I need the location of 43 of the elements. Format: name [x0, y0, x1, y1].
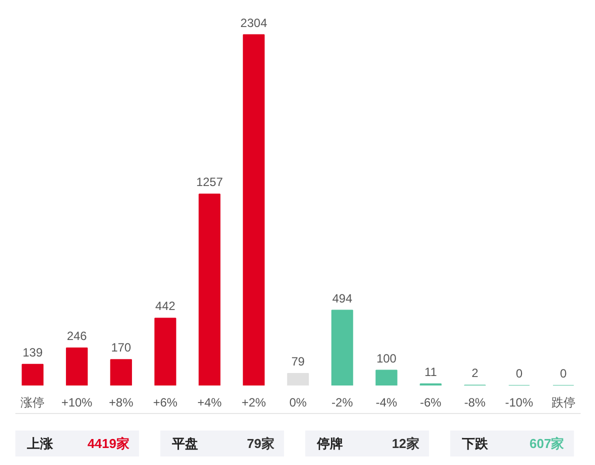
- data-label: 11: [424, 364, 438, 379]
- text: 4419家: [87, 436, 130, 451]
- data-label: 79: [291, 354, 305, 368]
- x-tick-label: 涨停: [20, 396, 45, 410]
- x-tick-label: -10%: [505, 396, 534, 410]
- data-label: 2: [472, 366, 479, 380]
- bar: [110, 359, 132, 386]
- data-label: 2304: [240, 16, 268, 30]
- x-tick-label: +2%: [242, 396, 266, 410]
- text: 607家: [530, 436, 564, 451]
- x-tick-label: -6%: [420, 396, 442, 410]
- x-tick-label: +4%: [197, 396, 222, 410]
- x-tick-label: 0%: [289, 396, 307, 410]
- data-label: 442: [155, 299, 176, 314]
- bar: [22, 364, 44, 386]
- x-tick-label: +10%: [61, 396, 93, 410]
- x-tick-label: -4%: [376, 396, 398, 410]
- bar: [242, 34, 265, 386]
- data-label: 494: [332, 291, 353, 306]
- data-label: 170: [111, 340, 132, 355]
- x-tick-label: +8%: [108, 396, 134, 410]
- x-tick-label: +6%: [153, 396, 178, 410]
- data-label: 100: [376, 351, 397, 366]
- x-tick-label: -2%: [332, 396, 354, 410]
- bar: [154, 318, 176, 386]
- text: 79家: [246, 436, 274, 451]
- bar: [287, 372, 309, 386]
- bar: [331, 310, 354, 386]
- data-label: 0: [560, 366, 568, 380]
- bar: [376, 370, 398, 386]
- text: 停牌: [316, 436, 343, 451]
- data-label: 246: [66, 329, 88, 344]
- x-tick-label: 跌停: [551, 396, 576, 410]
- bar: [198, 194, 220, 386]
- text: 上涨: [26, 436, 54, 451]
- text: 下跌: [460, 436, 489, 451]
- text: 12家: [392, 436, 420, 451]
- bar: [66, 348, 88, 386]
- x-tick-label: -8%: [464, 396, 486, 410]
- data-label: 139: [22, 345, 43, 360]
- text: 平盘: [170, 436, 198, 451]
- data-label: 0: [516, 366, 523, 380]
- data-label: 1257: [196, 175, 224, 190]
